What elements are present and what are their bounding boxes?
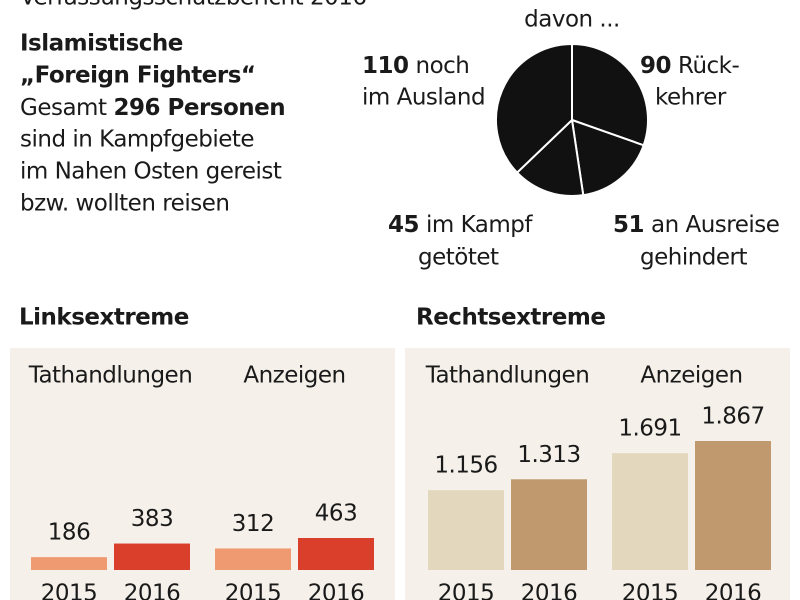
- intro-prefix: Gesamt: [20, 95, 107, 121]
- x-label: 2016: [308, 581, 365, 600]
- pie-category: an Ausreise: [651, 212, 779, 238]
- pie-value: 90: [640, 53, 671, 79]
- x-label: 2015: [438, 581, 495, 600]
- pie-category: im Ausland: [362, 85, 485, 111]
- intro-line: bzw. wollten reisen: [20, 191, 229, 217]
- x-label: 2015: [622, 581, 679, 600]
- pie-slice: [571, 42, 649, 147]
- group-label: Tathandlungen: [425, 363, 590, 389]
- value-label: 1.156: [434, 453, 497, 479]
- pie-category: getötet: [418, 245, 499, 271]
- bar: [695, 441, 771, 570]
- bar: [511, 479, 587, 570]
- pie-slice: [570, 118, 645, 197]
- pie-value: 110: [362, 53, 409, 79]
- pie-title: davon ...: [524, 7, 620, 33]
- bar: [612, 453, 688, 570]
- x-label: 2016: [705, 581, 762, 600]
- pie-label: 90 Rück-: [640, 53, 740, 79]
- intro-total-value: 296 Personen: [113, 95, 285, 121]
- x-label: 2016: [521, 581, 578, 600]
- pie-slice: [495, 42, 573, 175]
- intro-title: „Foreign Fighters“: [20, 63, 256, 89]
- pie-category: gehindert: [640, 245, 748, 271]
- pie-value: 45: [388, 212, 419, 238]
- value-label: 1.867: [701, 404, 764, 430]
- intro-line: im Nahen Osten gereist: [20, 159, 282, 185]
- value-label: 1.313: [517, 442, 580, 468]
- group-label: Anzeigen: [640, 363, 742, 389]
- header: Verfassungsschutzbericht 2016: [20, 0, 367, 11]
- intro-total: Gesamt 296 Personen: [20, 95, 285, 121]
- intro-line: sind in Kampfgebiete: [20, 127, 254, 153]
- x-label: 2016: [124, 581, 181, 600]
- bar: [428, 490, 504, 570]
- pie-label: 51 an Ausreise: [613, 212, 779, 238]
- pie-category: im Kampf: [426, 212, 533, 238]
- pie-slice: [515, 117, 585, 197]
- bar: [298, 538, 374, 570]
- pie-category: kehrer: [655, 85, 727, 111]
- value-label: 312: [232, 511, 274, 537]
- bar: [215, 548, 291, 570]
- pie-value: 51: [613, 212, 644, 238]
- pie-label: 45 im Kampf: [388, 212, 533, 238]
- x-label: 2015: [225, 581, 282, 600]
- pie-label: 110 noch: [362, 53, 469, 79]
- bar: [114, 543, 190, 570]
- value-label: 463: [315, 501, 357, 527]
- pie-category: noch: [416, 53, 470, 79]
- group-label: Anzeigen: [243, 363, 345, 389]
- pie-category: Rück-: [678, 53, 739, 79]
- group-label: Tathandlungen: [28, 363, 193, 389]
- value-label: 1.691: [618, 416, 681, 442]
- intro-title: Islamistische: [20, 31, 183, 57]
- x-label: 2015: [41, 581, 98, 600]
- value-label: 383: [131, 506, 173, 532]
- value-label: 186: [48, 520, 90, 546]
- panel-title: Linksextreme: [19, 305, 189, 331]
- panel-title: Rechtsextreme: [416, 305, 605, 331]
- bar: [31, 557, 107, 570]
